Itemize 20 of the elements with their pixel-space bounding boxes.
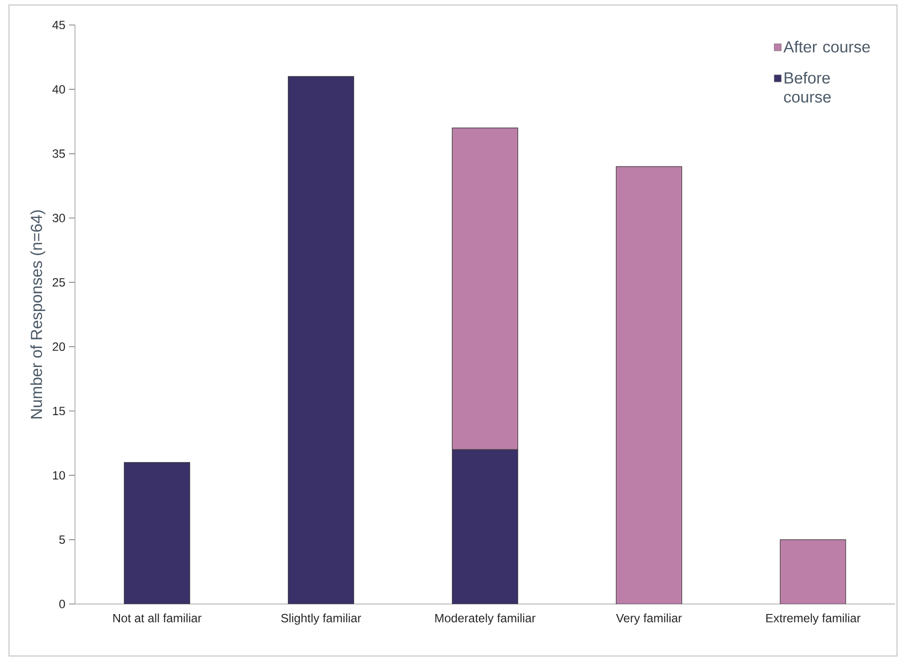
x-tick-label: Extremely familiar bbox=[766, 614, 860, 625]
y-axis-title: Number of Responses (n=64) bbox=[30, 210, 46, 418]
y-tick-label: 35 bbox=[52, 149, 65, 158]
x-tick-label: Not at all familiar bbox=[113, 614, 202, 622]
bar bbox=[616, 166, 682, 604]
y-tick-label: 45 bbox=[52, 20, 65, 30]
x-tick-label: Moderately familiar bbox=[435, 614, 536, 625]
y-tick-label: 30 bbox=[52, 214, 65, 222]
x-tick-label: Slightly familiar bbox=[281, 614, 362, 625]
y-tick-label: 5 bbox=[59, 535, 65, 544]
y-tick-label: 20 bbox=[52, 342, 65, 351]
y-tick-label: 25 bbox=[52, 278, 65, 287]
legend-label: After course bbox=[783, 40, 870, 53]
x-tick-label: Very familiar bbox=[616, 614, 682, 625]
y-tick-label: 0 bbox=[59, 600, 66, 608]
bar bbox=[124, 462, 190, 604]
y-tick-label: 10 bbox=[53, 471, 65, 480]
y-tick-label: 15 bbox=[53, 406, 65, 416]
y-tick-label: 40 bbox=[52, 85, 65, 94]
legend-label: Before course bbox=[784, 72, 831, 103]
